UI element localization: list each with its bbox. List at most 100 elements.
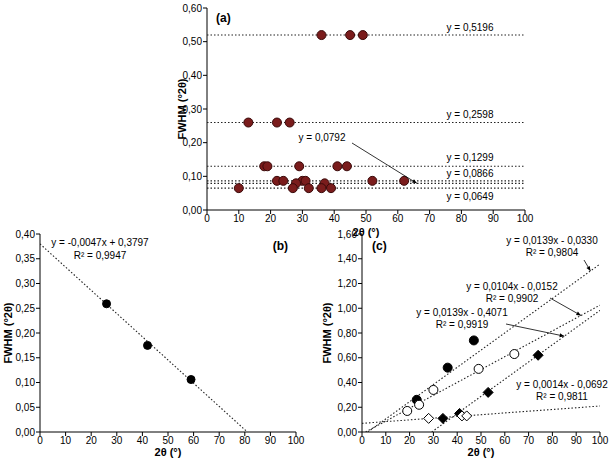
data-point — [443, 363, 452, 372]
trendline-r-squared: R² = 0,9811 — [536, 391, 588, 402]
data-point — [510, 350, 519, 359]
y-tick-label: 1,00 — [338, 303, 358, 314]
trendline-r-squared: R² = 0,9947 — [74, 250, 127, 261]
y-tick-label: 0,00 — [338, 427, 358, 438]
trendline-r-squared: R² = 0,9902 — [486, 293, 539, 304]
x-tick-label: 0 — [359, 435, 365, 446]
y-tick-label: 0,15 — [16, 352, 36, 363]
x-tick-label: 70 — [424, 213, 436, 224]
x-tick-label: 60 — [499, 435, 511, 446]
x-tick-label: 10 — [380, 435, 392, 446]
data-point — [272, 118, 281, 127]
data-point — [368, 176, 377, 185]
trendline — [207, 188, 525, 189]
trendline-equation: y = 0,0014x - 0,0692 — [516, 379, 608, 390]
y-tick-label: 0,20 — [338, 402, 358, 413]
data-point — [346, 31, 355, 40]
data-point — [424, 413, 434, 423]
data-point — [304, 184, 313, 193]
x-tick-label: 100 — [288, 435, 305, 446]
y-tick-label: 0,05 — [16, 402, 36, 413]
x-tick-label: 0 — [37, 435, 43, 446]
x-tick-label: 100 — [517, 213, 534, 224]
x-tick-label: 80 — [547, 435, 559, 446]
x-tick-label: 80 — [239, 435, 251, 446]
trendline — [207, 122, 525, 123]
y-tick — [203, 176, 207, 177]
panel: 0,000,200,400,600,801,001,201,401,600102… — [321, 229, 609, 459]
y-tick — [203, 8, 207, 9]
x-tick-label: 90 — [488, 213, 500, 224]
data-point — [483, 387, 493, 397]
data-point — [474, 364, 483, 373]
y-tick-label: 0,25 — [16, 303, 36, 314]
trendline — [368, 264, 600, 432]
x-tick-label: 80 — [456, 213, 468, 224]
leader-line — [506, 324, 564, 336]
x-tick-label: 40 — [329, 213, 341, 224]
x-tick-label: 40 — [137, 435, 149, 446]
x-tick-label: 40 — [452, 435, 464, 446]
data-point — [342, 162, 351, 171]
data-point — [327, 184, 336, 193]
y-tick — [203, 142, 207, 143]
y-tick — [203, 75, 207, 76]
arrow-head — [576, 312, 581, 316]
data-point — [244, 118, 253, 127]
trendline — [362, 406, 600, 423]
panel-title: (a) — [216, 11, 231, 25]
data-point — [429, 385, 438, 394]
data-point — [285, 118, 294, 127]
trendline — [40, 244, 247, 432]
plot-data — [207, 31, 525, 193]
y-tick-label: 0,35 — [16, 253, 36, 264]
data-point — [333, 162, 342, 171]
x-tick-label: 60 — [392, 213, 404, 224]
y-tick-label: 0,20 — [16, 328, 36, 339]
data-point — [403, 406, 412, 415]
trendline-r-squared: R² = 0,9804 — [526, 247, 579, 258]
trendline-r-squared: R² = 0,9919 — [436, 319, 489, 330]
y-tick-label: 0,60 — [183, 3, 203, 14]
panel: 0,000,100,200,300,400,500,60010203040506… — [176, 3, 534, 239]
x-tick-label: 30 — [297, 213, 309, 224]
y-axis-label: FWHM (°2θ) — [2, 302, 14, 363]
y-tick-label: 0,50 — [183, 36, 203, 47]
y-axis-label: FWHM (°2θ) — [176, 78, 188, 139]
x-axis-label: 2θ (°) — [468, 446, 495, 458]
data-point — [295, 162, 304, 171]
trendline-equation: y = 0,0139x - 0,0330 — [506, 235, 598, 246]
trendline-equation: y = 0,1299 — [447, 152, 494, 163]
y-tick — [36, 357, 40, 358]
y-tick-label: 1,40 — [338, 253, 358, 264]
trendline — [207, 166, 525, 167]
x-tick-label: 100 — [592, 435, 609, 446]
trendline-equation: y = 0,5196 — [447, 22, 494, 33]
trendline — [207, 183, 525, 184]
x-tick-label: 0 — [204, 213, 210, 224]
leader-line — [584, 260, 590, 271]
y-tick — [36, 258, 40, 259]
plot-data — [40, 244, 247, 432]
y-tick-label: 1,20 — [338, 278, 358, 289]
y-tick — [36, 234, 40, 235]
y-tick — [358, 308, 362, 309]
x-tick-label: 60 — [188, 435, 200, 446]
data-point — [288, 184, 297, 193]
y-tick — [358, 283, 362, 284]
x-tick-label: 70 — [214, 435, 226, 446]
y-tick — [358, 382, 362, 383]
x-tick-label: 30 — [111, 435, 123, 446]
x-tick-label: 50 — [162, 435, 174, 446]
trendline-equation: y = 0,0139x - 0,4071 — [416, 307, 508, 318]
y-tick — [358, 432, 362, 433]
data-point — [317, 184, 326, 193]
y-tick-label: 0,60 — [338, 352, 358, 363]
y-tick-label: 0,40 — [16, 229, 36, 240]
data-point — [144, 341, 152, 349]
y-tick — [36, 432, 40, 433]
y-axis-label: FWHM (°2θ) — [321, 302, 333, 363]
x-tick-label: 20 — [86, 435, 98, 446]
data-point — [187, 376, 195, 384]
leader-line — [550, 298, 581, 315]
